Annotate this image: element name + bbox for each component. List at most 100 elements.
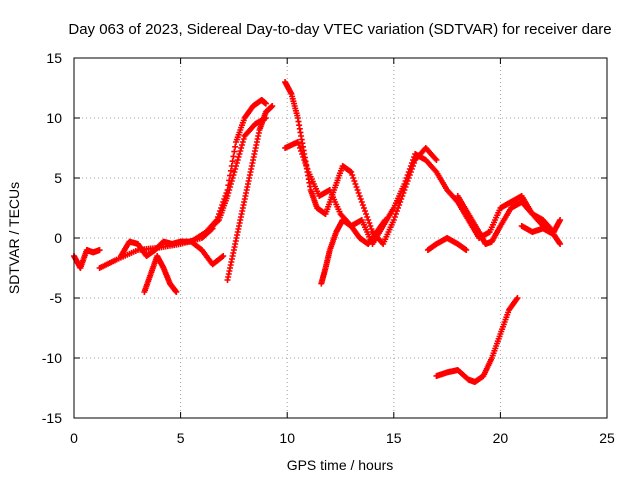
data-point xyxy=(409,157,416,163)
data-point xyxy=(358,199,365,205)
data-point xyxy=(262,100,269,107)
data-point xyxy=(228,178,235,184)
data-point xyxy=(232,166,239,172)
x-tick-label: 5 xyxy=(177,430,185,446)
data-point xyxy=(364,214,371,220)
data-point xyxy=(304,166,311,172)
data-point xyxy=(233,163,240,169)
data-point xyxy=(382,217,389,223)
y-tick-label: 15 xyxy=(46,50,62,66)
series-track-10 xyxy=(318,217,389,287)
data-point xyxy=(403,175,410,181)
data-point xyxy=(237,148,244,154)
data-point xyxy=(219,253,226,260)
data-point xyxy=(363,211,370,217)
data-point xyxy=(352,181,359,187)
data-point xyxy=(349,172,356,178)
data-point xyxy=(239,139,246,145)
data-point xyxy=(356,193,363,199)
data-point xyxy=(433,157,440,163)
x-tick-label: 20 xyxy=(493,430,509,446)
series-track-12 xyxy=(433,295,521,385)
series-track-9 xyxy=(282,139,557,247)
x-tick-labels: 0 5 10 15 20 25 xyxy=(70,430,615,446)
data-point xyxy=(393,208,400,214)
data-point xyxy=(348,169,355,175)
data-point xyxy=(294,139,301,145)
series-track-3 xyxy=(117,238,227,268)
data-point xyxy=(296,145,303,151)
y-tick-label: 5 xyxy=(54,170,62,186)
data-point xyxy=(355,190,362,196)
chart-title: Day 063 of 2023, Sidereal Day-to-day VTE… xyxy=(68,21,611,38)
data-point xyxy=(401,181,408,187)
data-point xyxy=(391,214,398,220)
data-point xyxy=(301,157,308,163)
data-point xyxy=(234,157,241,163)
data-point xyxy=(233,160,240,166)
y-tick-label: 10 xyxy=(46,110,62,126)
data-point xyxy=(360,205,367,211)
data-point xyxy=(366,220,373,226)
series-track-4 xyxy=(141,253,180,295)
data-point xyxy=(299,151,306,157)
data-point xyxy=(392,211,399,217)
data-point xyxy=(235,154,242,160)
data-point xyxy=(367,223,374,229)
data-point xyxy=(231,169,238,175)
data-point xyxy=(514,295,521,301)
data-point xyxy=(408,160,415,166)
y-tick-label: -10 xyxy=(42,350,62,366)
data-point xyxy=(303,163,310,169)
data-point xyxy=(229,175,236,181)
data-point xyxy=(224,193,231,199)
data-point xyxy=(404,172,411,178)
y-tick-label: -5 xyxy=(50,290,63,306)
data-point xyxy=(359,202,366,208)
axis-ticks xyxy=(73,57,608,419)
data-point xyxy=(405,169,412,175)
x-tick-label: 25 xyxy=(599,430,615,446)
x-axis-label: GPS time / hours xyxy=(287,457,394,473)
data-points xyxy=(71,79,564,385)
data-point xyxy=(220,253,227,259)
data-point xyxy=(351,178,358,184)
series-track-1 xyxy=(71,247,103,271)
y-tick-labels: -15 -10 -5 0 5 10 15 xyxy=(42,50,62,426)
data-point xyxy=(295,142,302,148)
data-point xyxy=(463,247,470,253)
data-point xyxy=(240,136,247,142)
y-tick-label: -15 xyxy=(42,410,62,426)
x-tick-label: 15 xyxy=(386,430,402,446)
data-point xyxy=(236,151,243,157)
data-point xyxy=(239,142,246,148)
data-point xyxy=(300,154,307,160)
data-point xyxy=(354,187,361,193)
data-point xyxy=(350,175,357,181)
y-tick-label: 0 xyxy=(54,230,62,246)
data-point xyxy=(230,153,237,160)
x-tick-label: 10 xyxy=(279,430,295,446)
data-point xyxy=(96,247,103,253)
data-point xyxy=(232,143,239,150)
data-point xyxy=(231,148,238,155)
data-point xyxy=(557,217,564,223)
data-point xyxy=(362,208,369,214)
data-point xyxy=(302,160,309,166)
data-point xyxy=(269,103,276,109)
x-tick-label: 0 xyxy=(70,430,78,446)
data-point xyxy=(226,187,233,193)
data-point xyxy=(365,217,372,223)
data-point xyxy=(173,289,180,295)
data-point xyxy=(357,196,364,202)
data-point xyxy=(227,184,234,190)
data-point xyxy=(238,145,245,151)
y-axis-label: SDTVAR / TECUs xyxy=(6,182,22,294)
data-point xyxy=(402,178,409,184)
data-point xyxy=(368,226,375,232)
data-point xyxy=(407,163,414,169)
data-point xyxy=(298,148,305,154)
series-track-14 xyxy=(518,223,564,247)
